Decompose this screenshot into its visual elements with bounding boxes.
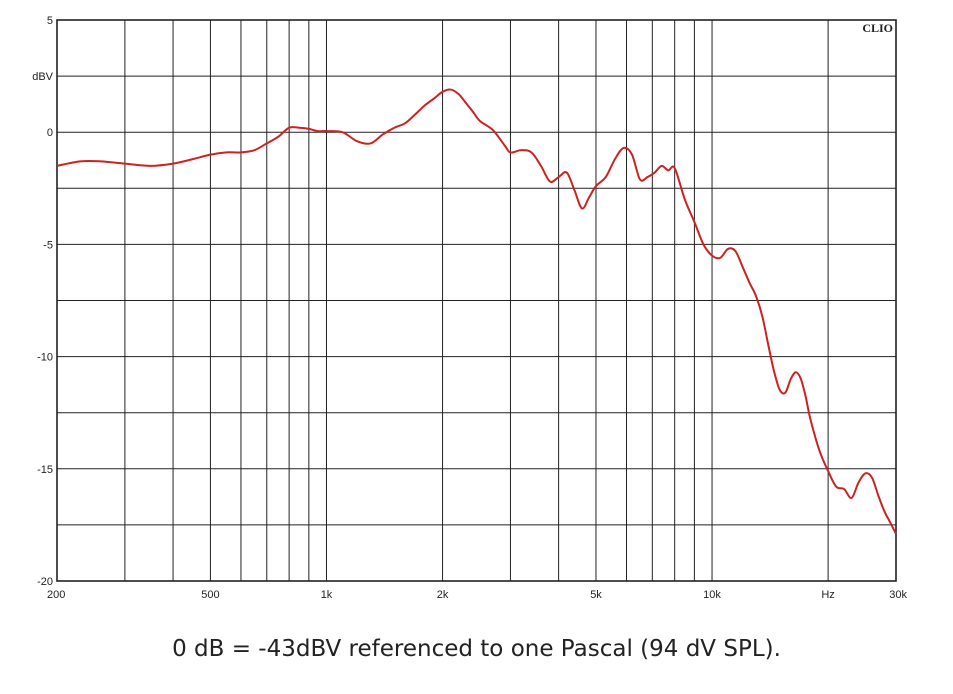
x-tick-label: Hz xyxy=(821,589,834,601)
plot-frame xyxy=(56,19,897,582)
chart-caption: 0 dB = -43dBV referenced to one Pascal (… xyxy=(172,636,781,662)
y-tick-labels: 5 0 -5 -10 -15 -20 xyxy=(37,15,53,588)
y-tick-label: -10 xyxy=(37,352,53,364)
x-tick-label: 500 xyxy=(201,589,219,601)
y-unit-label: dBV xyxy=(32,71,53,83)
x-tick-label: 30k xyxy=(889,589,907,601)
horizontal-gridlines xyxy=(57,75,896,526)
y-tick-label: 0 xyxy=(47,127,53,139)
y-tick-label: -5 xyxy=(43,239,53,251)
x-tick-label: 2k xyxy=(437,589,449,601)
y-tick-label: -20 xyxy=(37,576,53,588)
x-tick-label: 10k xyxy=(703,589,721,601)
brand-label: CLIO xyxy=(862,21,893,35)
x-tick-label: 1k xyxy=(321,589,333,601)
y-tick-label: -15 xyxy=(37,464,53,476)
x-tick-label: 5k xyxy=(590,589,602,601)
y-tick-label: 5 xyxy=(47,15,53,27)
x-tick-label: 200 xyxy=(47,589,65,601)
series-layer xyxy=(56,88,897,535)
response-curve xyxy=(56,88,897,535)
frequency-response-chart: 5 0 -5 -10 -15 -20 200 500 1k 2k 5k 10k Hz 30k dBV C… xyxy=(32,15,907,601)
x-tick-labels: 200 500 1k 2k 5k 10k Hz 30k xyxy=(47,589,907,601)
